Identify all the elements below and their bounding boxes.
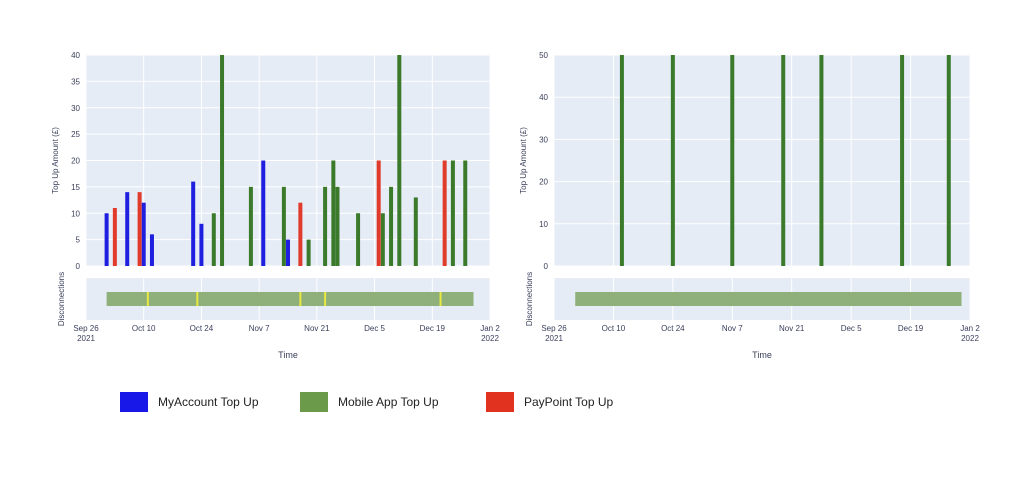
x-tick-label: Nov 21: [304, 324, 330, 333]
legend-label-paypoint: PayPoint Top Up: [524, 395, 614, 409]
disconnection-marker: [324, 292, 327, 306]
bar-mobile: [306, 239, 311, 266]
y-axis-title: Top Up Amount (£): [51, 127, 60, 194]
disconnection-marker: [146, 292, 149, 306]
bar-mobile: [946, 55, 951, 266]
bar-mobile: [248, 186, 253, 266]
x-tick-label: Oct 24: [190, 324, 214, 333]
x-tick-sublabel: 2021: [77, 334, 95, 343]
x-tick-label: Oct 10: [602, 324, 626, 333]
y-tick-label: 30: [539, 135, 548, 144]
legend-swatch-paypoint: [486, 392, 514, 412]
y-tick-label: 25: [71, 130, 80, 139]
bar-mobile: [356, 213, 361, 266]
bar-mobile: [397, 55, 402, 266]
legend-item-myaccount: MyAccount Top Up: [120, 388, 259, 416]
bar-myaccount: [141, 202, 146, 266]
bar-mobile: [900, 55, 905, 266]
legend-item-paypoint: PayPoint Top Up: [486, 388, 613, 416]
y-tick-label: 10: [539, 220, 548, 229]
bar-mobile: [819, 55, 824, 266]
top-up-chart-right: 0 10 20 30 40 50 Top Up Amount (£) Disconnectio…: [519, 51, 980, 360]
bar-mobile: [450, 160, 455, 266]
bar-mobile: [335, 186, 340, 266]
bar-mobile: [281, 186, 286, 266]
y-tick-label: 35: [71, 77, 80, 86]
x-tick-label: Dec 5: [841, 324, 862, 333]
x-tick-label: Dec 19: [898, 324, 924, 333]
y-tick-label: 20: [539, 178, 548, 187]
y-tick-label: 50: [539, 51, 548, 60]
bar-mobile: [781, 55, 786, 266]
bar-mobile: [730, 55, 735, 266]
disconnections-axis-title: Disconnections: [525, 272, 534, 326]
plot-area: [554, 55, 970, 266]
bar-paypoint: [442, 160, 447, 266]
legend-swatch-mobile: [300, 392, 328, 412]
x-axis-title: Time: [752, 350, 772, 360]
bar-myaccount: [104, 213, 109, 266]
x-axis-title: Time: [278, 350, 298, 360]
bar-paypoint: [137, 192, 142, 266]
x-tick-label: Nov 7: [722, 324, 743, 333]
y-axis-title: Top Up Amount (£): [519, 127, 528, 194]
bar-mobile: [413, 197, 418, 266]
disconnection-bar: [575, 292, 962, 306]
legend-label-mobile: Mobile App Top Up: [338, 395, 439, 409]
bar-myaccount: [191, 181, 196, 266]
y-tick-label: 20: [71, 157, 80, 166]
legend-label-myaccount: MyAccount Top Up: [158, 395, 259, 409]
x-tick-label: Jan 2: [960, 324, 980, 333]
y-tick-label: 40: [539, 93, 548, 102]
bar-myaccount: [199, 223, 204, 266]
y-tick-label: 15: [71, 183, 80, 192]
bar-paypoint: [112, 207, 117, 266]
x-tick-label: Sep 26: [541, 324, 567, 333]
y-tick-label: 0: [544, 262, 549, 271]
x-tick-sublabel: 2022: [481, 334, 499, 343]
bar-mobile: [323, 186, 328, 266]
x-tick-label: Oct 10: [132, 324, 156, 333]
bar-mobile: [463, 160, 468, 266]
bar-paypoint: [376, 160, 381, 266]
bar-mobile: [670, 55, 675, 266]
bar-myaccount: [125, 192, 130, 266]
bar-mobile: [389, 186, 394, 266]
x-tick-label: Oct 24: [661, 324, 685, 333]
y-tick-label: 5: [76, 236, 81, 245]
disconnection-marker: [299, 292, 302, 306]
x-tick-label: Dec 19: [420, 324, 446, 333]
x-tick-label: Sep 26: [73, 324, 99, 333]
y-tick-label: 0: [76, 262, 81, 271]
bar-mobile: [380, 213, 385, 266]
x-tick-label: Nov 21: [779, 324, 805, 333]
x-tick-sublabel: 2022: [961, 334, 979, 343]
y-tick-label: 30: [71, 104, 80, 113]
bar-myaccount: [149, 234, 154, 266]
bar-mobile: [220, 55, 225, 266]
bar-mobile: [619, 55, 624, 266]
y-tick-label: 40: [71, 51, 80, 60]
chart-legend: MyAccount Top Up Mobile App Top Up PayPo…: [0, 388, 1024, 418]
x-tick-sublabel: 2021: [545, 334, 563, 343]
bar-mobile: [331, 160, 336, 266]
bar-paypoint: [298, 202, 303, 266]
x-tick-label: Dec 5: [364, 324, 385, 333]
legend-item-mobile: Mobile App Top Up: [300, 388, 439, 416]
top-up-chart-left: 0 5 10 15 20 25 30 35 40 Top Up Amount (£) Disconn…: [51, 51, 500, 360]
disconnection-marker: [439, 292, 442, 306]
bar-mobile: [211, 213, 216, 266]
disconnections-axis-title: Disconnections: [57, 272, 66, 326]
y-tick-label: 10: [71, 209, 80, 218]
disconnection-marker: [196, 292, 199, 306]
x-tick-label: Jan 2: [480, 324, 500, 333]
bar-myaccount: [286, 239, 290, 266]
disconnection-bar: [106, 292, 474, 306]
legend-swatch-myaccount: [120, 392, 148, 412]
x-tick-label: Nov 7: [249, 324, 270, 333]
bar-myaccount: [261, 160, 266, 266]
